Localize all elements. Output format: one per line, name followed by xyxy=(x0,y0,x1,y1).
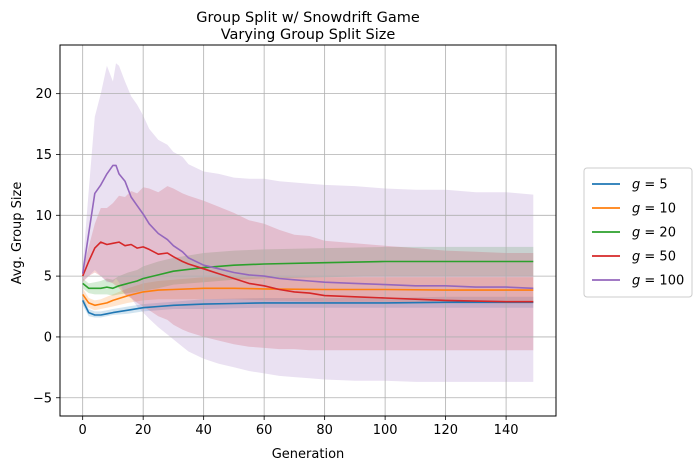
y-axis-label: Avg. Group Size xyxy=(10,182,25,285)
legend: g = 5g = 10g = 20g = 50g = 100 xyxy=(583,167,693,298)
legend-frame xyxy=(583,167,693,298)
y-axis-ticks: −5 0 5 10 15 20 xyxy=(33,87,60,406)
legend-var: g xyxy=(632,226,640,241)
y-tick-label: 10 xyxy=(35,209,52,224)
line-series-5 xyxy=(81,164,534,290)
legend-entry: g = 5 xyxy=(632,178,668,193)
x-axis-ticks: 0 20 40 60 80 100 120 140 xyxy=(79,416,519,438)
legend-value: = 20 xyxy=(640,226,676,241)
line-series-3 xyxy=(82,260,534,290)
legend-value: = 10 xyxy=(640,202,676,217)
y-tick-label: 0 xyxy=(44,330,52,345)
legend-value: = 50 xyxy=(640,250,676,265)
chart-subtitle: Varying Group Split Size xyxy=(221,27,396,43)
line-series-2 xyxy=(82,287,534,307)
legend-entry: g = 20 xyxy=(632,226,676,241)
x-tick-label: 60 xyxy=(256,423,273,438)
x-axis-label: Generation xyxy=(272,447,345,462)
x-tick-label: 120 xyxy=(433,423,458,438)
band-series-4 xyxy=(82,186,534,351)
line-series-4 xyxy=(81,241,534,303)
legend-entry: g = 50 xyxy=(632,250,676,265)
series-lines xyxy=(81,164,534,316)
y-tick-label: −5 xyxy=(33,391,52,406)
confidence-bands xyxy=(82,63,534,382)
line-series-1 xyxy=(81,300,534,316)
legend-value: = 100 xyxy=(640,274,684,289)
y-tick-label: 15 xyxy=(35,148,52,163)
band-series-5 xyxy=(82,63,534,382)
x-tick-label: 20 xyxy=(135,423,152,438)
y-tick-label: 5 xyxy=(44,270,52,285)
legend-entry: g = 10 xyxy=(632,202,676,217)
x-tick-label: 100 xyxy=(373,423,398,438)
y-tick-label: 20 xyxy=(35,87,52,102)
legend-entry: g = 100 xyxy=(632,274,684,289)
x-tick-label: 80 xyxy=(316,423,333,438)
plot-frame xyxy=(59,44,557,417)
x-tick-label: 0 xyxy=(79,423,87,438)
x-tick-label: 40 xyxy=(195,423,212,438)
band-series-3 xyxy=(82,246,534,296)
legend-var: g xyxy=(632,178,640,193)
x-tick-label: 140 xyxy=(494,423,519,438)
legend-var: g xyxy=(632,202,640,217)
legend-var: g xyxy=(632,250,640,265)
chart-title: Group Split w/ Snowdrift Game xyxy=(196,10,420,26)
legend-value: = 5 xyxy=(640,178,667,193)
legend-var: g xyxy=(632,274,640,289)
grid-lines xyxy=(60,45,556,416)
band-series-1 xyxy=(82,295,534,318)
